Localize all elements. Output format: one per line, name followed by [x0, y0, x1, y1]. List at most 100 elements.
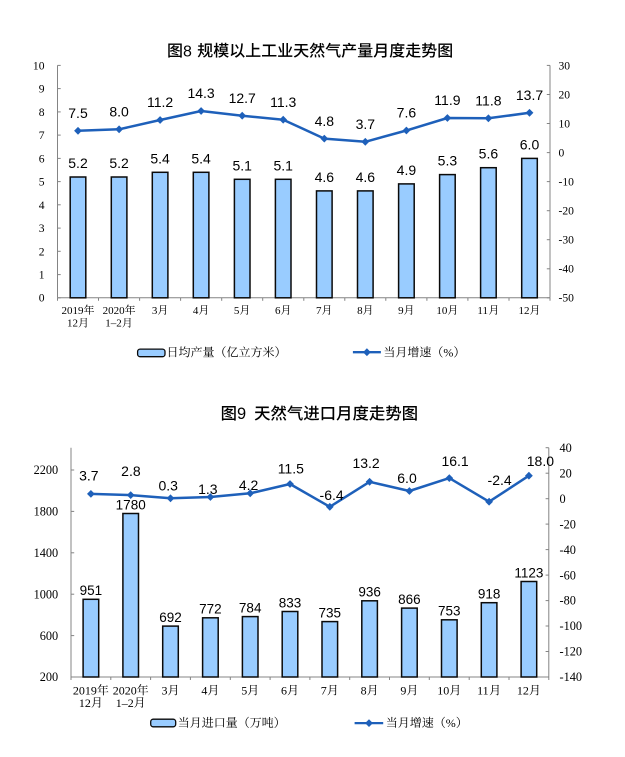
- svg-text:10: 10: [559, 117, 571, 130]
- svg-text:1123: 1123: [514, 565, 543, 580]
- svg-text:3: 3: [152, 305, 158, 317]
- svg-text:14.3: 14.3: [187, 85, 214, 101]
- svg-text:-30: -30: [559, 234, 575, 247]
- svg-text:3: 3: [162, 683, 168, 697]
- svg-text:7.6: 7.6: [397, 105, 417, 121]
- svg-text:11: 11: [477, 683, 489, 697]
- svg-text:-60: -60: [560, 568, 576, 582]
- svg-text:1–2: 1–2: [105, 318, 122, 330]
- svg-text:5.1: 5.1: [232, 157, 252, 173]
- svg-text:2020: 2020: [103, 305, 126, 317]
- svg-text:11: 11: [477, 305, 488, 317]
- svg-text:30: 30: [559, 59, 571, 72]
- svg-text:18.0: 18.0: [527, 453, 554, 469]
- svg-text:2200: 2200: [34, 463, 59, 477]
- svg-text:6: 6: [39, 152, 45, 165]
- svg-text:10: 10: [437, 683, 449, 697]
- svg-text:-10: -10: [559, 176, 575, 189]
- svg-text:10: 10: [436, 305, 448, 317]
- svg-text:5.4: 5.4: [191, 150, 211, 166]
- svg-text:1000: 1000: [34, 587, 59, 601]
- svg-text:-6.4: -6.4: [320, 487, 344, 503]
- svg-text:833: 833: [279, 595, 302, 610]
- svg-text:4.8: 4.8: [315, 113, 335, 129]
- svg-text:5.6: 5.6: [479, 146, 499, 162]
- svg-text:2.8: 2.8: [121, 463, 141, 479]
- svg-text:8: 8: [357, 305, 363, 317]
- svg-text:12: 12: [79, 696, 91, 710]
- svg-text:2019: 2019: [73, 683, 97, 697]
- svg-text:6.0: 6.0: [397, 470, 417, 486]
- svg-text:772: 772: [199, 602, 222, 617]
- svg-text:16.1: 16.1: [441, 453, 468, 469]
- svg-text:1400: 1400: [34, 546, 59, 560]
- svg-text:5.1: 5.1: [273, 157, 293, 173]
- svg-text:600: 600: [40, 629, 58, 643]
- svg-text:6.0: 6.0: [520, 136, 540, 152]
- svg-text:4.6: 4.6: [356, 169, 376, 185]
- svg-text:5: 5: [39, 176, 45, 189]
- svg-text:4: 4: [39, 199, 45, 212]
- svg-text:8: 8: [39, 106, 45, 119]
- svg-text:9: 9: [39, 83, 45, 96]
- svg-text:866: 866: [398, 592, 421, 607]
- svg-text:11.9: 11.9: [434, 92, 460, 108]
- svg-text:200: 200: [40, 670, 58, 684]
- svg-text:2: 2: [39, 245, 45, 258]
- svg-text:5: 5: [234, 305, 240, 317]
- svg-text:1800: 1800: [34, 505, 59, 519]
- svg-text:7: 7: [316, 305, 322, 317]
- svg-text:%: %: [446, 716, 456, 730]
- svg-text:0: 0: [39, 292, 45, 305]
- svg-text:-140: -140: [560, 670, 583, 684]
- svg-text:1780: 1780: [116, 497, 146, 512]
- svg-text:7: 7: [321, 683, 327, 697]
- svg-text:-20: -20: [559, 205, 575, 218]
- svg-text:20: 20: [560, 466, 572, 480]
- svg-text:12: 12: [519, 305, 530, 317]
- svg-text:11.3: 11.3: [270, 94, 296, 110]
- svg-text:0: 0: [559, 147, 565, 160]
- svg-text:9: 9: [400, 683, 406, 697]
- svg-text:-80: -80: [560, 594, 576, 608]
- svg-text:753: 753: [438, 604, 461, 619]
- svg-text:12: 12: [517, 683, 529, 697]
- svg-text:5.2: 5.2: [68, 155, 88, 171]
- svg-text:918: 918: [478, 587, 501, 602]
- svg-text:2019: 2019: [62, 305, 85, 317]
- svg-text:936: 936: [358, 585, 381, 600]
- svg-text:10: 10: [33, 59, 45, 72]
- svg-text:5.2: 5.2: [109, 155, 129, 171]
- svg-text:692: 692: [159, 610, 182, 625]
- svg-text:8: 8: [361, 683, 367, 697]
- svg-text:6: 6: [281, 683, 287, 697]
- svg-text:4: 4: [193, 305, 199, 317]
- svg-text:12.7: 12.7: [229, 90, 256, 106]
- svg-text:7.5: 7.5: [68, 105, 88, 121]
- svg-text:9: 9: [398, 305, 404, 317]
- svg-text:4.9: 4.9: [397, 162, 417, 178]
- svg-text:1.3: 1.3: [198, 481, 218, 497]
- svg-text:-120: -120: [560, 645, 583, 659]
- svg-text:3.7: 3.7: [79, 468, 99, 484]
- svg-text:9: 9: [237, 405, 246, 423]
- svg-text:735: 735: [319, 605, 342, 620]
- svg-text:20: 20: [559, 88, 571, 101]
- svg-text:-40: -40: [559, 263, 575, 276]
- svg-text:4.2: 4.2: [239, 477, 259, 493]
- svg-text:6: 6: [275, 305, 281, 317]
- svg-text:13.2: 13.2: [352, 455, 379, 471]
- svg-text:5.4: 5.4: [150, 150, 170, 166]
- svg-text:3.7: 3.7: [356, 116, 376, 132]
- svg-text:0: 0: [560, 492, 566, 506]
- svg-text:7: 7: [39, 129, 45, 142]
- svg-text:1: 1: [39, 269, 45, 282]
- svg-text:4: 4: [201, 683, 207, 697]
- svg-text:-50: -50: [559, 292, 575, 305]
- svg-text:-2.4: -2.4: [488, 472, 512, 488]
- svg-text:0.3: 0.3: [158, 478, 178, 494]
- svg-text:4.6: 4.6: [315, 169, 335, 185]
- svg-text:11.8: 11.8: [475, 93, 501, 109]
- svg-text:12: 12: [67, 318, 78, 330]
- svg-text:-100: -100: [560, 619, 583, 633]
